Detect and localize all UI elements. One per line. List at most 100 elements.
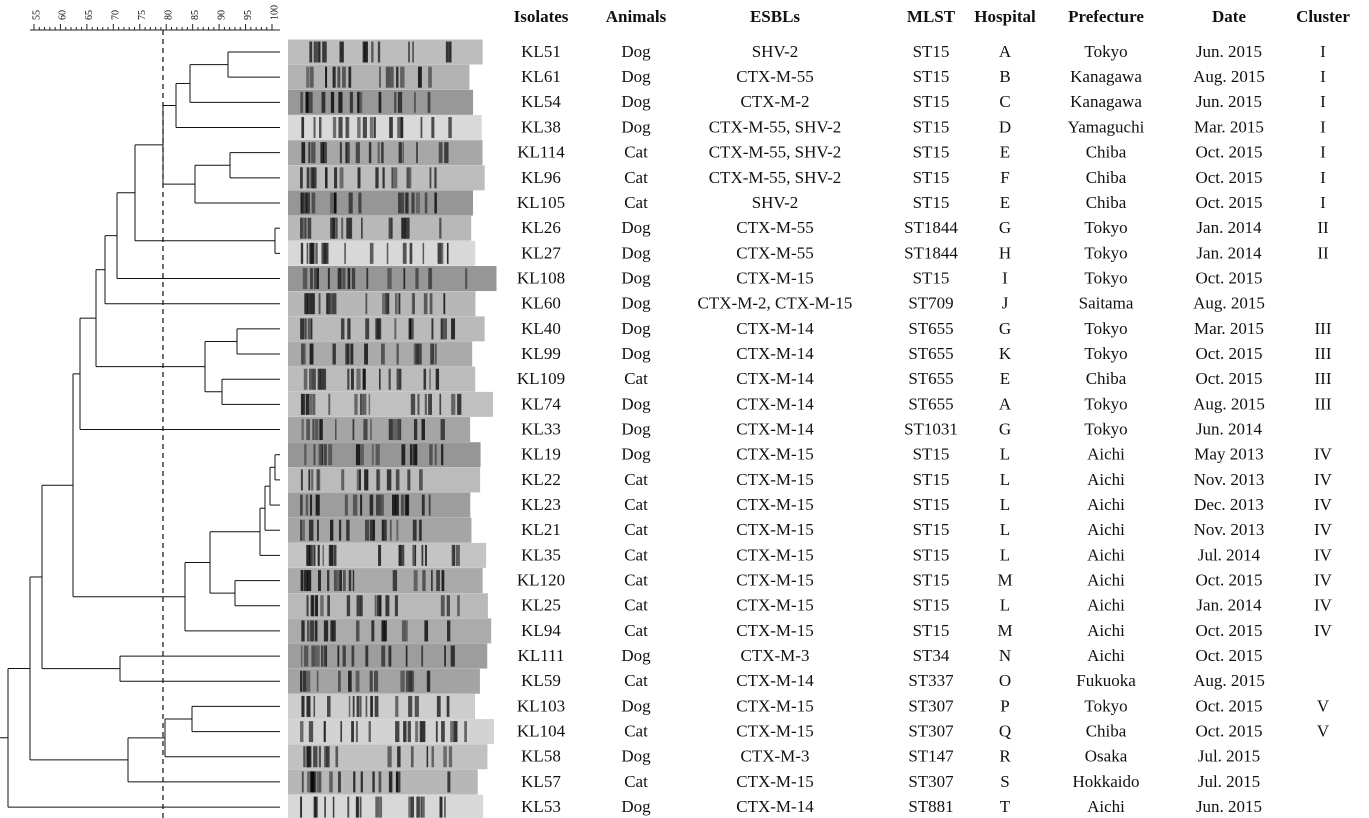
gel-band: [401, 218, 405, 239]
table-cell: ST655: [908, 369, 953, 388]
gel-band: [318, 369, 321, 390]
gel-band: [449, 42, 452, 63]
table-cell: Cat: [624, 545, 648, 564]
gel-band: [401, 545, 405, 566]
gel-lane: [288, 115, 482, 140]
gel-band: [435, 344, 437, 365]
table-cell: K: [999, 344, 1012, 363]
table-cell: SHV-2: [752, 42, 799, 61]
gel-band: [431, 117, 434, 138]
gel-band: [320, 595, 323, 616]
gel-band: [441, 243, 443, 264]
table-cell: Dec. 2013: [1194, 495, 1264, 514]
table-cell: KL60: [521, 294, 561, 313]
gel-band: [307, 218, 311, 239]
table-cell: Aichi: [1087, 596, 1125, 615]
gel-band: [312, 193, 316, 214]
table-cell: Cat: [624, 168, 648, 187]
gel-band: [309, 394, 313, 415]
table-cell: Cat: [624, 772, 648, 791]
table-cell: Jun. 2015: [1196, 797, 1262, 816]
gel-band: [300, 520, 302, 541]
gel-band: [430, 293, 433, 314]
table-cell: CTX-M-15: [736, 495, 813, 514]
gel-band: [424, 293, 428, 314]
table-cell: Jan. 2014: [1196, 596, 1262, 615]
gel-band: [320, 419, 323, 440]
gel-band: [301, 243, 303, 264]
gel-band: [321, 243, 324, 264]
table-cell: F: [1000, 168, 1009, 187]
table-cell: Dog: [621, 696, 651, 715]
gel-band: [370, 671, 373, 692]
gel-band: [390, 520, 392, 541]
table-cell: Oct. 2015: [1195, 721, 1262, 740]
table-cell: KL35: [521, 545, 561, 564]
gel-band: [326, 746, 329, 767]
gel-band: [387, 746, 391, 767]
gel-band: [416, 193, 420, 214]
gel-band: [336, 218, 338, 239]
gel-band: [449, 746, 452, 767]
gel-band: [422, 570, 425, 591]
gel-band: [322, 92, 326, 113]
table-cell: Cat: [624, 721, 648, 740]
gel-band: [345, 142, 347, 163]
gel-band: [375, 797, 379, 818]
gel-band: [345, 495, 348, 516]
table-cell: CTX-M-14: [736, 671, 814, 690]
gel-band: [324, 42, 327, 63]
table-cell: J: [1002, 294, 1009, 313]
gel-band: [431, 570, 433, 591]
gel-band: [389, 369, 391, 390]
table-cell: KL94: [521, 621, 561, 640]
table-cell: Dog: [621, 243, 651, 262]
table-cell: Nov. 2013: [1194, 470, 1265, 489]
gel-band: [309, 520, 313, 541]
gel-band: [363, 419, 367, 440]
table-cell: CTX-M-15: [736, 696, 813, 715]
gel-band: [387, 243, 389, 264]
gel-band: [405, 495, 409, 516]
gel-band: [310, 344, 314, 365]
column-header: Cluster: [1296, 7, 1350, 26]
gel-band: [304, 369, 308, 390]
gel-lane: [288, 392, 493, 417]
gel-band: [317, 671, 319, 692]
gel-band: [314, 419, 318, 440]
gel-band: [353, 495, 357, 516]
table-cell: Aichi: [1087, 470, 1125, 489]
gel-band: [306, 193, 308, 214]
gel-band: [374, 671, 378, 692]
table-cell: Fukuoka: [1076, 671, 1136, 690]
gel-band: [310, 318, 312, 339]
table-cell: CTX-M-15: [736, 721, 813, 740]
table-cell: Aichi: [1087, 621, 1125, 640]
gel-band: [327, 570, 329, 591]
gel-band: [396, 419, 400, 440]
table-cell: ST709: [908, 294, 953, 313]
table-cell: Oct. 2015: [1195, 344, 1262, 363]
table-cell: N: [999, 646, 1011, 665]
gel-band: [387, 469, 391, 490]
gel-band: [357, 696, 359, 717]
gel-band: [324, 620, 328, 641]
gel-band: [337, 570, 340, 591]
gel-band: [348, 671, 352, 692]
gel-band: [340, 142, 342, 163]
column-header: Hospital: [974, 7, 1036, 26]
gel-band: [410, 444, 413, 465]
gel-band: [439, 394, 441, 415]
table-cell: II: [1317, 218, 1329, 237]
table-cell: Tokyo: [1084, 419, 1127, 438]
gel-band: [306, 67, 309, 88]
table-cell: ST307: [908, 772, 954, 791]
gel-band: [396, 520, 398, 541]
gel-band: [347, 595, 350, 616]
gel-band: [407, 469, 410, 490]
gel-band: [306, 671, 310, 692]
table-cell: CTX-M-14: [736, 394, 814, 413]
gel-band: [428, 268, 432, 289]
gel-band: [408, 797, 411, 818]
gel-band: [411, 193, 414, 214]
